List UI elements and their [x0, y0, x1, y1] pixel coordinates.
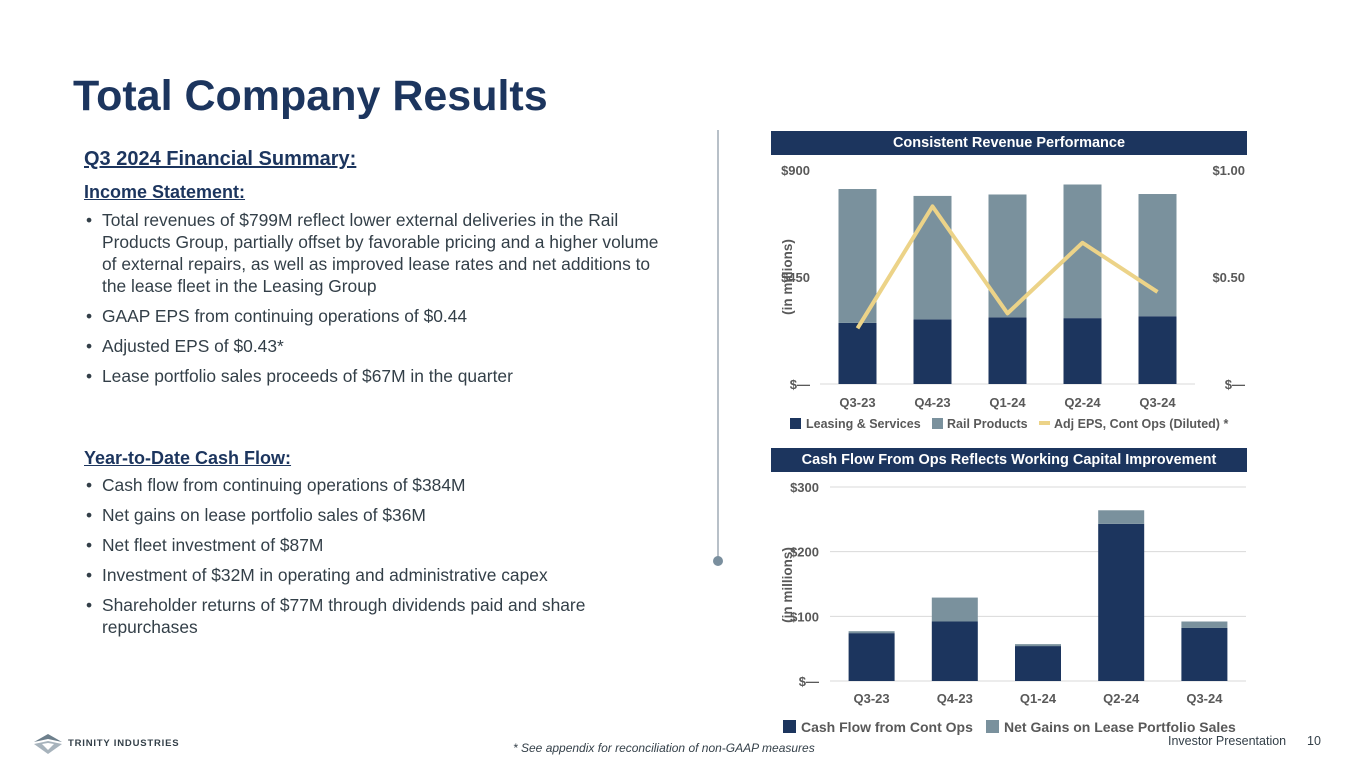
bar-rail [913, 195, 952, 320]
bar-net-gains [931, 597, 978, 622]
y2-tick-label: $0.50 [1212, 270, 1245, 285]
page-title: Total Company Results [73, 72, 548, 120]
bar-cash-flow [848, 633, 895, 681]
y-tick-label: $— [799, 674, 819, 689]
legend-label: Leasing & Services [806, 417, 921, 431]
eps-line [855, 204, 1159, 330]
cash-bullet: Net fleet investment of $87M [84, 534, 674, 556]
bar-net-gains [1015, 644, 1061, 647]
income-bullet: Lease portfolio sales proceeds of $67M i… [84, 365, 674, 387]
income-bullet: Adjusted EPS of $0.43* [84, 335, 674, 357]
bar-leasing [838, 322, 877, 384]
y-tick-label: $100 [790, 609, 819, 624]
bar-rail [838, 189, 877, 323]
x-tick-label: Q3-24 [1186, 691, 1223, 706]
logo-text: TRINITY INDUSTRIES [68, 738, 180, 749]
x-tick-label: Q1-24 [989, 395, 1026, 410]
revenue-chart-title: Consistent Revenue Performance [771, 131, 1247, 155]
bar-cash-flow [1015, 646, 1061, 681]
bar-cash-flow [1181, 627, 1228, 681]
cash-bullet: Cash flow from continuing operations of … [84, 474, 674, 496]
income-statement-heading: Income Statement: [84, 182, 246, 202]
bar-net-gains [848, 631, 895, 634]
legend-label: Net Gains on Lease Portfolio Sales [1004, 719, 1236, 735]
legend-label: Cash Flow from Cont Ops [801, 719, 973, 735]
legend-label: Rail Products [947, 417, 1028, 431]
cashflow-chart-title: Cash Flow From Ops Reflects Working Capi… [771, 448, 1247, 472]
legend-swatch-net-gains [986, 720, 999, 733]
x-tick-label: Q2-24 [1103, 691, 1140, 706]
income-bullet-list: Total revenues of $799M reflect lower ex… [84, 209, 674, 395]
y-tick-label: $300 [790, 480, 819, 495]
bar-cash-flow [931, 621, 978, 681]
income-bullet: Total revenues of $799M reflect lower ex… [84, 209, 674, 297]
cash-flow-heading: Year-to-Date Cash Flow: [84, 448, 292, 468]
bar-net-gains [1098, 510, 1145, 524]
y2-tick-label: $— [1225, 377, 1245, 392]
legend-swatch-cash-flow [783, 720, 796, 733]
y-tick-label: $200 [790, 545, 819, 560]
legend-swatch-rail [932, 418, 943, 429]
trinity-logo-icon [34, 734, 62, 754]
cash-bullet: Shareholder returns of $77M through divi… [84, 594, 674, 638]
y2-tick-label: $1.00 [1212, 163, 1245, 178]
vertical-divider [717, 130, 719, 560]
summary-heading: Q3 2024 Financial Summary: [84, 148, 357, 170]
bar-rail [1138, 194, 1177, 317]
page-number: 10 [1307, 734, 1321, 748]
y-axis-label: (in millions) [780, 239, 795, 315]
x-tick-label: Q3-23 [839, 395, 875, 410]
x-tick-label: Q3-23 [854, 691, 890, 706]
x-tick-label: Q2-24 [1064, 395, 1101, 410]
cash-bullet: Net gains on lease portfolio sales of $3… [84, 504, 674, 526]
legend-swatch-leasing [790, 418, 801, 429]
x-tick-label: Q4-23 [914, 395, 950, 410]
x-tick-label: Q3-24 [1139, 395, 1176, 410]
footer-label: Investor Presentation [1168, 734, 1287, 748]
bar-cash-flow [1098, 523, 1145, 681]
cash-bullet-list: Cash flow from continuing operations of … [84, 474, 674, 646]
y-tick-label: $450 [781, 270, 810, 285]
footnote: * See appendix for reconciliation of non… [513, 741, 815, 755]
income-bullet: GAAP EPS from continuing operations of $… [84, 305, 674, 327]
bar-leasing [1063, 318, 1102, 384]
legend-label: Adj EPS, Cont Ops (Diluted) * [1054, 417, 1228, 431]
cash-bullet: Investment of $32M in operating and admi… [84, 564, 674, 586]
bar-leasing [1138, 316, 1177, 384]
bar-net-gains [1181, 621, 1228, 628]
bar-leasing [988, 317, 1027, 384]
y-axis-label: (in millions) [780, 547, 795, 623]
x-tick-label: Q4-23 [937, 691, 973, 706]
divider-dot [713, 556, 723, 566]
y-tick-label: $— [790, 377, 810, 392]
y-tick-label: $900 [781, 163, 810, 178]
x-tick-label: Q1-24 [1020, 691, 1057, 706]
bar-leasing [913, 319, 952, 384]
